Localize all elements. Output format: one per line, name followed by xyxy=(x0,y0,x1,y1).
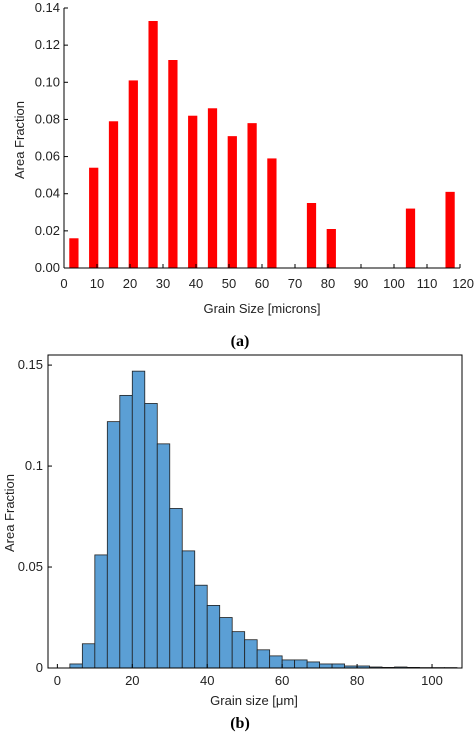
bar-a xyxy=(227,136,237,268)
x-tick-label-a: 110 xyxy=(417,276,438,291)
y-tick-label-b: 0.05 xyxy=(18,559,43,574)
histogram-bar-b xyxy=(244,639,258,669)
histogram-bar-b xyxy=(219,617,233,669)
bar-a xyxy=(326,229,336,268)
x-tick-label-a: 100 xyxy=(383,276,405,291)
y-tick-label-b: 0 xyxy=(36,660,43,675)
x-tick-label-b: 0 xyxy=(54,673,61,688)
x-tick-label-b: 60 xyxy=(275,673,289,688)
caption-a: (a) xyxy=(231,333,250,350)
bar-series-a xyxy=(69,21,455,269)
bar-a xyxy=(148,21,158,268)
x-tick-label-a: 20 xyxy=(123,276,137,291)
x-tick-label-a: 80 xyxy=(321,276,335,291)
y-tick-label-a: 0.06 xyxy=(35,149,60,164)
chart-a: 0.00 0.02 0.04 0.06 0.08 0.10 0.12 0.14 0 10 20 30… xyxy=(12,0,474,350)
chart-b: 0 0.05 0.1 0.15 0 20 40 60 80 100 Grain size [μm… xyxy=(2,354,463,732)
bar-a xyxy=(89,167,99,268)
bar-a xyxy=(445,191,455,268)
x-tick-label-b: 20 xyxy=(125,673,139,688)
x-tick-label-a: 70 xyxy=(288,276,302,291)
plot-frame-b xyxy=(47,354,463,669)
x-tick-label-b: 100 xyxy=(421,673,443,688)
bar-a xyxy=(247,123,257,269)
y-ticks-a: 0.00 0.02 0.04 0.06 0.08 0.10 0.12 0.14 xyxy=(35,0,68,275)
bar-a xyxy=(207,108,218,269)
x-tick-label-a: 60 xyxy=(255,276,269,291)
y-tick-label-a: 0.00 xyxy=(35,260,60,275)
y-tick-label-a: 0.04 xyxy=(35,186,60,201)
y-tick-label-a: 0.10 xyxy=(35,74,60,89)
histogram-bar-b xyxy=(331,663,345,669)
x-axis-title-b: Grain size [μm] xyxy=(210,693,298,708)
histogram-bar-b xyxy=(306,661,321,669)
y-tick-label-b: 0.15 xyxy=(18,357,43,372)
x-tick-label-b: 80 xyxy=(350,673,364,688)
histogram-bar-b xyxy=(106,421,121,669)
histogram-bar-b xyxy=(144,403,158,669)
histogram-bar-b xyxy=(131,370,146,669)
x-tick-label-a: 30 xyxy=(156,276,170,291)
histogram-bar-b xyxy=(81,643,96,669)
histogram-bar-b xyxy=(281,659,296,669)
y-ticks-b: 0 0.05 0.1 0.15 xyxy=(18,357,52,675)
x-ticks-a: 0 10 20 30 40 50 60 70 80 90 100 110 120 xyxy=(60,264,474,291)
y-axis-title-a: Area Fraction xyxy=(12,101,27,179)
x-tick-label-a: 10 xyxy=(90,276,104,291)
histogram-bar-b xyxy=(181,550,196,669)
x-axis-title-a: Grain Size [microns] xyxy=(203,301,320,316)
x-tick-label-b: 40 xyxy=(200,673,214,688)
histogram-bar-b xyxy=(256,649,271,669)
bar-a xyxy=(128,80,138,268)
axes-b xyxy=(47,354,463,669)
histogram-bar-b xyxy=(169,508,183,669)
x-tick-label-a: 90 xyxy=(354,276,368,291)
histogram-bar-b xyxy=(119,394,133,669)
histogram-bar-b xyxy=(206,605,221,669)
caption-b: (b) xyxy=(230,715,250,732)
bar-a xyxy=(69,238,79,268)
bar-a xyxy=(306,203,317,268)
y-tick-label-a: 0.12 xyxy=(35,37,60,52)
histogram-bar-b xyxy=(269,655,283,669)
histogram-bar-b xyxy=(69,663,83,669)
bar-a xyxy=(188,115,198,268)
x-tick-label-a: 40 xyxy=(189,276,203,291)
bar-a xyxy=(168,60,178,268)
y-axis-title-b: Area Fraction xyxy=(2,474,17,552)
histogram-bar-b xyxy=(194,584,208,669)
y-tick-label-b: 0.1 xyxy=(25,458,43,473)
histogram-bar-b xyxy=(94,554,108,669)
x-tick-label-a: 50 xyxy=(222,276,236,291)
x-tick-label-a: 0 xyxy=(60,276,67,291)
y-tick-label-a: 0.02 xyxy=(35,223,60,238)
axes-a xyxy=(63,8,460,269)
histogram-bar-b xyxy=(231,631,246,669)
y-tick-label-a: 0.08 xyxy=(35,111,60,126)
bar-a xyxy=(108,121,119,269)
x-tick-label-a: 120 xyxy=(452,276,474,291)
bar-a xyxy=(405,208,416,268)
x-ticks-b: 0 20 40 60 80 100 xyxy=(54,664,443,688)
histogram-bar-b xyxy=(156,443,171,669)
bar-series-b xyxy=(69,370,458,669)
histogram-bar-b xyxy=(294,659,308,669)
histogram-bar-b xyxy=(319,663,333,669)
y-tick-label-a: 0.14 xyxy=(35,0,60,15)
bar-a xyxy=(267,158,277,268)
